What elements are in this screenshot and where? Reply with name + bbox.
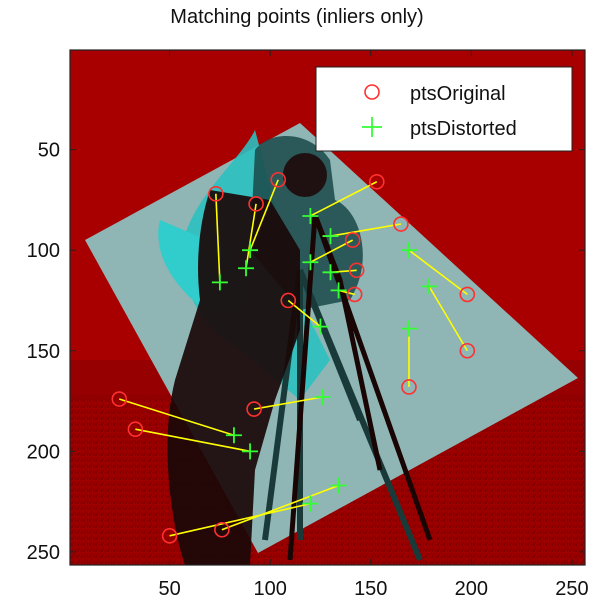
match-line <box>330 223 402 237</box>
distorted-point-marker <box>302 254 319 271</box>
legend-box <box>315 66 573 152</box>
cameraman-head <box>283 153 327 197</box>
legend: ptsOriginal ptsDistorted <box>315 66 573 152</box>
original-point-marker <box>161 528 178 544</box>
x-tick-label: 150 <box>354 578 387 600</box>
distorted-point-marker <box>242 242 259 259</box>
distorted-point-marker <box>330 282 347 299</box>
original-point-marker <box>270 171 287 188</box>
original-point-marker <box>208 186 224 202</box>
cameraman-silhouette <box>167 190 300 565</box>
x-tick-label: 200 <box>455 578 488 600</box>
distorted-point-marker <box>312 318 329 335</box>
match-line <box>221 484 339 531</box>
distorted-image-tripod <box>262 268 423 562</box>
original-point-marker <box>246 401 262 417</box>
distorted-point-marker <box>238 260 255 277</box>
distorted-point-marker <box>330 477 347 494</box>
y-tick-label: 100 <box>27 240 60 262</box>
legend-label-original: ptsOriginal <box>410 83 506 105</box>
original-point-marker <box>401 379 417 395</box>
original-point-marker <box>248 196 264 212</box>
distorted-point-marker <box>314 389 331 406</box>
legend-circle-icon <box>364 84 380 100</box>
original-point-marker <box>459 342 476 359</box>
original-point-marker <box>346 286 363 303</box>
y-tick-label: 250 <box>27 542 60 564</box>
x-tick-label: 250 <box>555 578 588 600</box>
x-tick-label: 50 <box>158 578 180 600</box>
original-point-marker <box>393 216 409 232</box>
match-line <box>310 239 354 263</box>
match-line <box>408 249 468 296</box>
y-tick-label: 200 <box>27 441 60 463</box>
legend-plus-icon <box>362 117 382 137</box>
match-line <box>169 502 311 537</box>
distorted-point-marker <box>242 443 259 460</box>
distorted-point-marker <box>322 264 339 281</box>
x-tick-label: 100 <box>253 578 286 600</box>
match-line <box>245 203 257 269</box>
distorted-point-marker <box>400 320 417 337</box>
original-point-marker <box>111 391 128 407</box>
original-point-marker <box>127 421 144 438</box>
original-point-marker <box>214 521 230 538</box>
ticks-layer: 50 100 150 200 250 50 100 150 200 250 <box>27 50 589 600</box>
original-point-marker <box>348 262 365 279</box>
original-point-marker <box>344 232 361 248</box>
plot-title: Matching points (inliers only) <box>170 6 424 28</box>
axes-frame <box>69 49 586 566</box>
y-tick-label: 150 <box>27 341 60 363</box>
match-line <box>428 285 469 352</box>
image-layer <box>70 50 585 565</box>
original-point-marker <box>459 286 476 303</box>
match-line <box>310 181 378 217</box>
match-line <box>253 396 323 410</box>
distorted-point-marker <box>302 207 319 224</box>
original-point-marker <box>368 173 385 190</box>
distorted-point-marker <box>302 495 319 512</box>
distorted-point-marker <box>322 228 339 245</box>
match-line <box>119 398 235 437</box>
legend-label-distorted: ptsDistorted <box>410 118 517 140</box>
y-tick-label: 50 <box>38 140 60 162</box>
match-line <box>215 193 221 283</box>
match-line <box>135 428 251 453</box>
distorted-point-marker <box>211 274 228 291</box>
distorted-point-marker <box>225 427 242 444</box>
matches-layer <box>111 171 476 544</box>
match-line <box>249 179 279 251</box>
original-point-marker <box>280 292 297 309</box>
distorted-point-marker <box>400 242 417 259</box>
distorted-point-marker <box>421 278 438 295</box>
